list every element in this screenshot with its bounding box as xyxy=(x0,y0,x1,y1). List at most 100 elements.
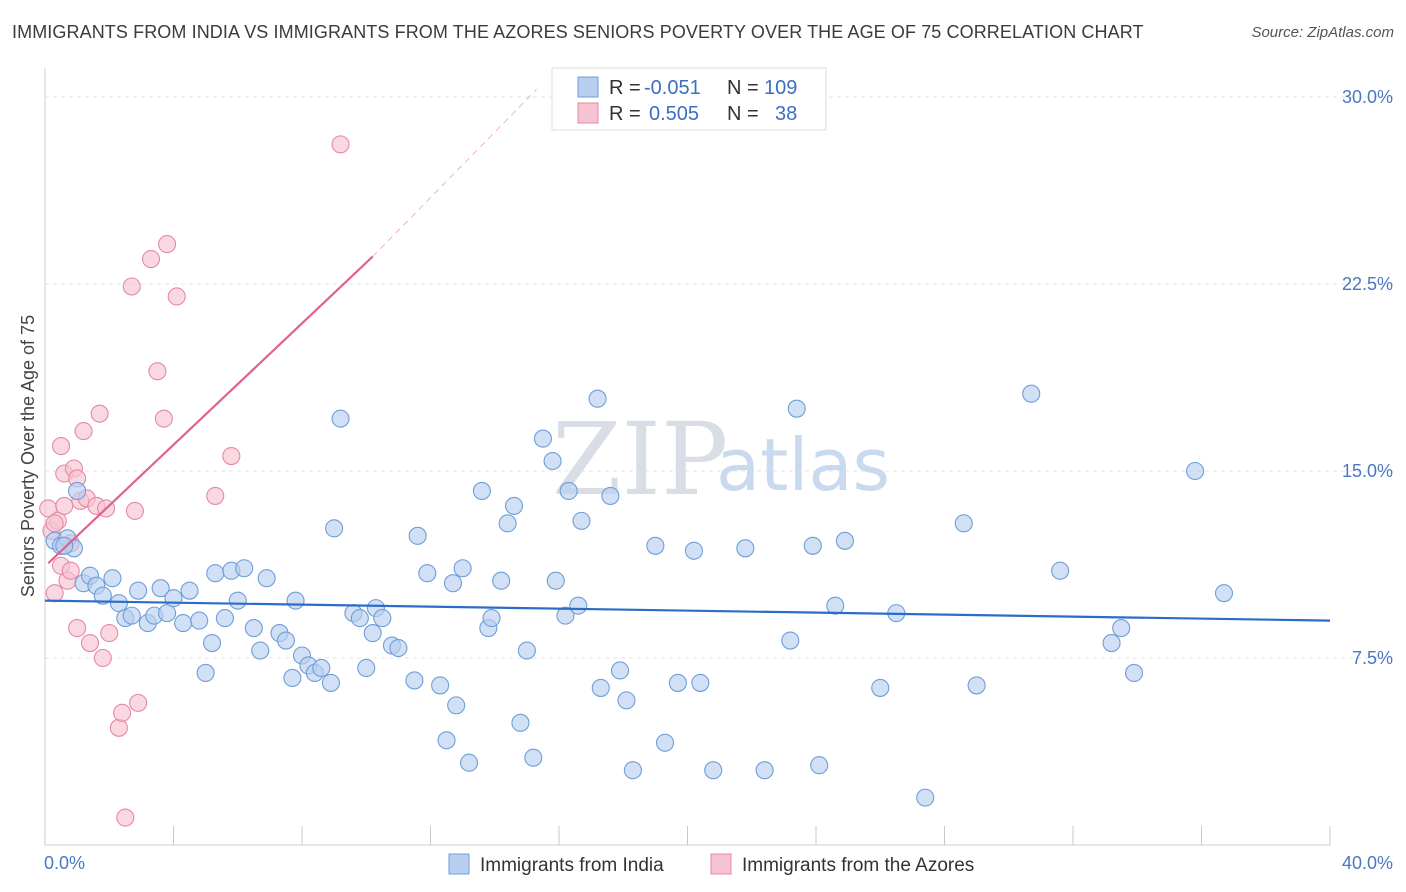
india-point-94 xyxy=(826,596,845,615)
india-point-79 xyxy=(610,661,630,680)
india-point-68 xyxy=(524,748,543,767)
india-point-59 xyxy=(459,753,479,772)
watermark-zip: ZIP xyxy=(552,401,728,518)
india-point-41 xyxy=(321,673,340,692)
india-point-74 xyxy=(569,596,588,615)
azores-point-28 xyxy=(148,362,167,381)
india-point-13 xyxy=(129,581,148,600)
india-point-95 xyxy=(835,531,854,550)
azores-trend-extension xyxy=(372,89,537,257)
india-point-86 xyxy=(691,673,710,692)
azores-point-34 xyxy=(331,135,350,154)
india-point-88 xyxy=(736,539,755,558)
india-point-92 xyxy=(803,536,822,555)
legend-india-n-value: 109 xyxy=(764,77,797,99)
india-point-103 xyxy=(1102,633,1121,653)
axes xyxy=(44,68,1331,846)
india-point-102 xyxy=(1051,561,1070,580)
india-point-12 xyxy=(122,606,141,625)
india-point-34 xyxy=(283,668,302,687)
azores-point-35 xyxy=(45,514,64,533)
india-point-58 xyxy=(453,559,472,578)
azores-point-26 xyxy=(129,693,148,712)
azores-point-12 xyxy=(68,619,87,638)
y-tick-labels: 7.5% 15.0% 22.5% 30.0% xyxy=(1342,87,1393,668)
india-point-56 xyxy=(443,574,463,593)
correlation-legend: R = -0.051 N = 109 R = 0.505 N = 38 xyxy=(551,67,827,131)
azores-point-20 xyxy=(100,624,119,643)
x-tick-right: 40.0% xyxy=(1342,853,1393,873)
india-point-89 xyxy=(755,761,774,780)
india-point-77 xyxy=(591,678,610,697)
bottom-legend-azores-label: Immigrants from the Azores xyxy=(742,855,974,876)
india-point-42 xyxy=(331,409,350,428)
india-point-16 xyxy=(151,579,170,598)
azores-point-15 xyxy=(80,633,100,653)
india-point-65 xyxy=(504,496,524,515)
legend-azores-n-label: N = xyxy=(727,103,759,125)
india-point-35 xyxy=(286,591,305,610)
legend-india-r-value: -0.051 xyxy=(644,77,701,99)
india-point-93 xyxy=(810,756,829,775)
india-point-60 xyxy=(472,481,491,500)
india-point-107 xyxy=(1214,584,1234,603)
india-point-76 xyxy=(588,389,607,408)
chart-title: IMMIGRANTS FROM INDIA VS IMMIGRANTS FROM… xyxy=(12,22,1144,42)
legend-azores-n-value: 38 xyxy=(775,103,797,125)
india-point-54 xyxy=(431,676,450,695)
india-point-18 xyxy=(164,589,183,608)
azores-point-13 xyxy=(74,422,93,441)
legend-india-n-label: N = xyxy=(727,77,759,99)
azores-point-5 xyxy=(52,437,71,456)
india-point-22 xyxy=(196,663,215,683)
watermark-atlas: atlas xyxy=(716,423,890,507)
india-point-100 xyxy=(967,676,986,695)
azores-point-33 xyxy=(222,446,241,466)
india-point-33 xyxy=(276,631,295,650)
india-point-81 xyxy=(623,761,642,780)
azores-point-32 xyxy=(206,486,225,505)
india-point-101 xyxy=(1022,384,1041,403)
india-point-31 xyxy=(257,569,276,588)
x-tick-left: 0.0% xyxy=(44,853,85,873)
azores-point-30 xyxy=(154,409,173,428)
y-axis-label: Seniors Poverty Over the Age of 75 xyxy=(18,315,38,597)
india-point-105 xyxy=(1124,663,1144,683)
india-points xyxy=(45,384,1234,807)
india-point-21 xyxy=(190,611,209,630)
y-tick-label-3: 30.0% xyxy=(1342,87,1393,107)
india-point-67 xyxy=(517,641,536,660)
azores-point-21 xyxy=(109,718,128,737)
india-point-83 xyxy=(655,733,675,752)
y-tick-label-1: 15.0% xyxy=(1342,461,1393,481)
bottom-legend-azores-swatch xyxy=(710,853,732,875)
india-point-25 xyxy=(215,609,234,628)
india-point-10 xyxy=(109,594,128,613)
azores-point-29 xyxy=(158,235,177,254)
india-point-98 xyxy=(916,788,935,807)
legend-azores-r-label: R = xyxy=(609,103,641,125)
azores-point-8 xyxy=(61,561,80,580)
azores-points xyxy=(39,135,350,827)
india-point-84 xyxy=(668,673,687,692)
bottom-legend-india-label: Immigrants from India xyxy=(480,855,664,876)
india-point-104 xyxy=(1112,619,1131,638)
azores-point-23 xyxy=(116,808,135,827)
india-point-27 xyxy=(228,591,247,610)
azores-point-22 xyxy=(113,703,132,722)
azores-point-27 xyxy=(141,250,161,269)
india-point-62 xyxy=(482,609,501,628)
india-point-91 xyxy=(787,399,806,418)
india-point-99 xyxy=(954,514,973,533)
india-point-71 xyxy=(546,571,565,590)
india-point-78 xyxy=(601,486,620,505)
india-point-53 xyxy=(418,564,437,583)
india-point-52 xyxy=(408,526,427,545)
india-point-69 xyxy=(533,429,552,448)
azores-point-25 xyxy=(125,501,144,520)
legend-india-r-label: R = xyxy=(609,77,641,99)
india-point-39 xyxy=(312,658,331,678)
azores-point-18 xyxy=(93,648,112,668)
series-legend: Immigrants from India Immigrants from th… xyxy=(448,853,974,876)
